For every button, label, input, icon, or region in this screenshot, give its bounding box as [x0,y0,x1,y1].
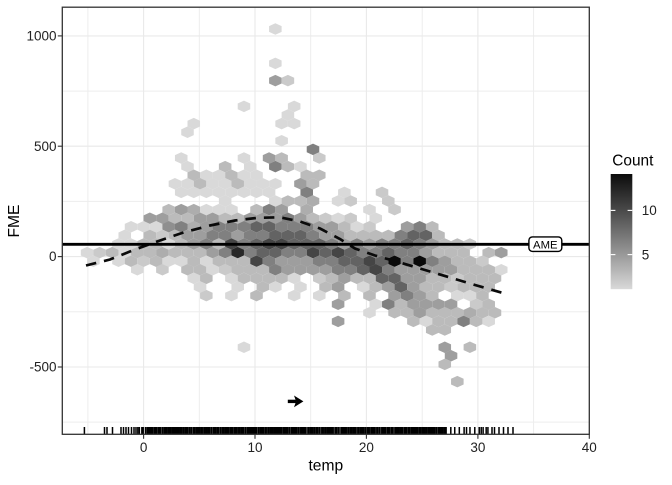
svg-text:AME: AME [533,239,558,251]
svg-text:40: 40 [582,440,597,455]
svg-text:5: 5 [642,247,650,262]
svg-text:FME: FME [6,205,23,238]
svg-text:30: 30 [470,440,485,455]
svg-text:Count: Count [612,153,654,170]
svg-text:temp: temp [308,458,343,475]
svg-text:0: 0 [140,440,148,455]
svg-text:0: 0 [49,249,57,264]
svg-text:20: 20 [359,440,374,455]
svg-text:10: 10 [247,440,262,455]
svg-text:1000: 1000 [26,29,56,44]
svg-text:-500: -500 [29,360,56,375]
svg-text:500: 500 [34,139,57,154]
svg-text:10: 10 [642,203,657,218]
